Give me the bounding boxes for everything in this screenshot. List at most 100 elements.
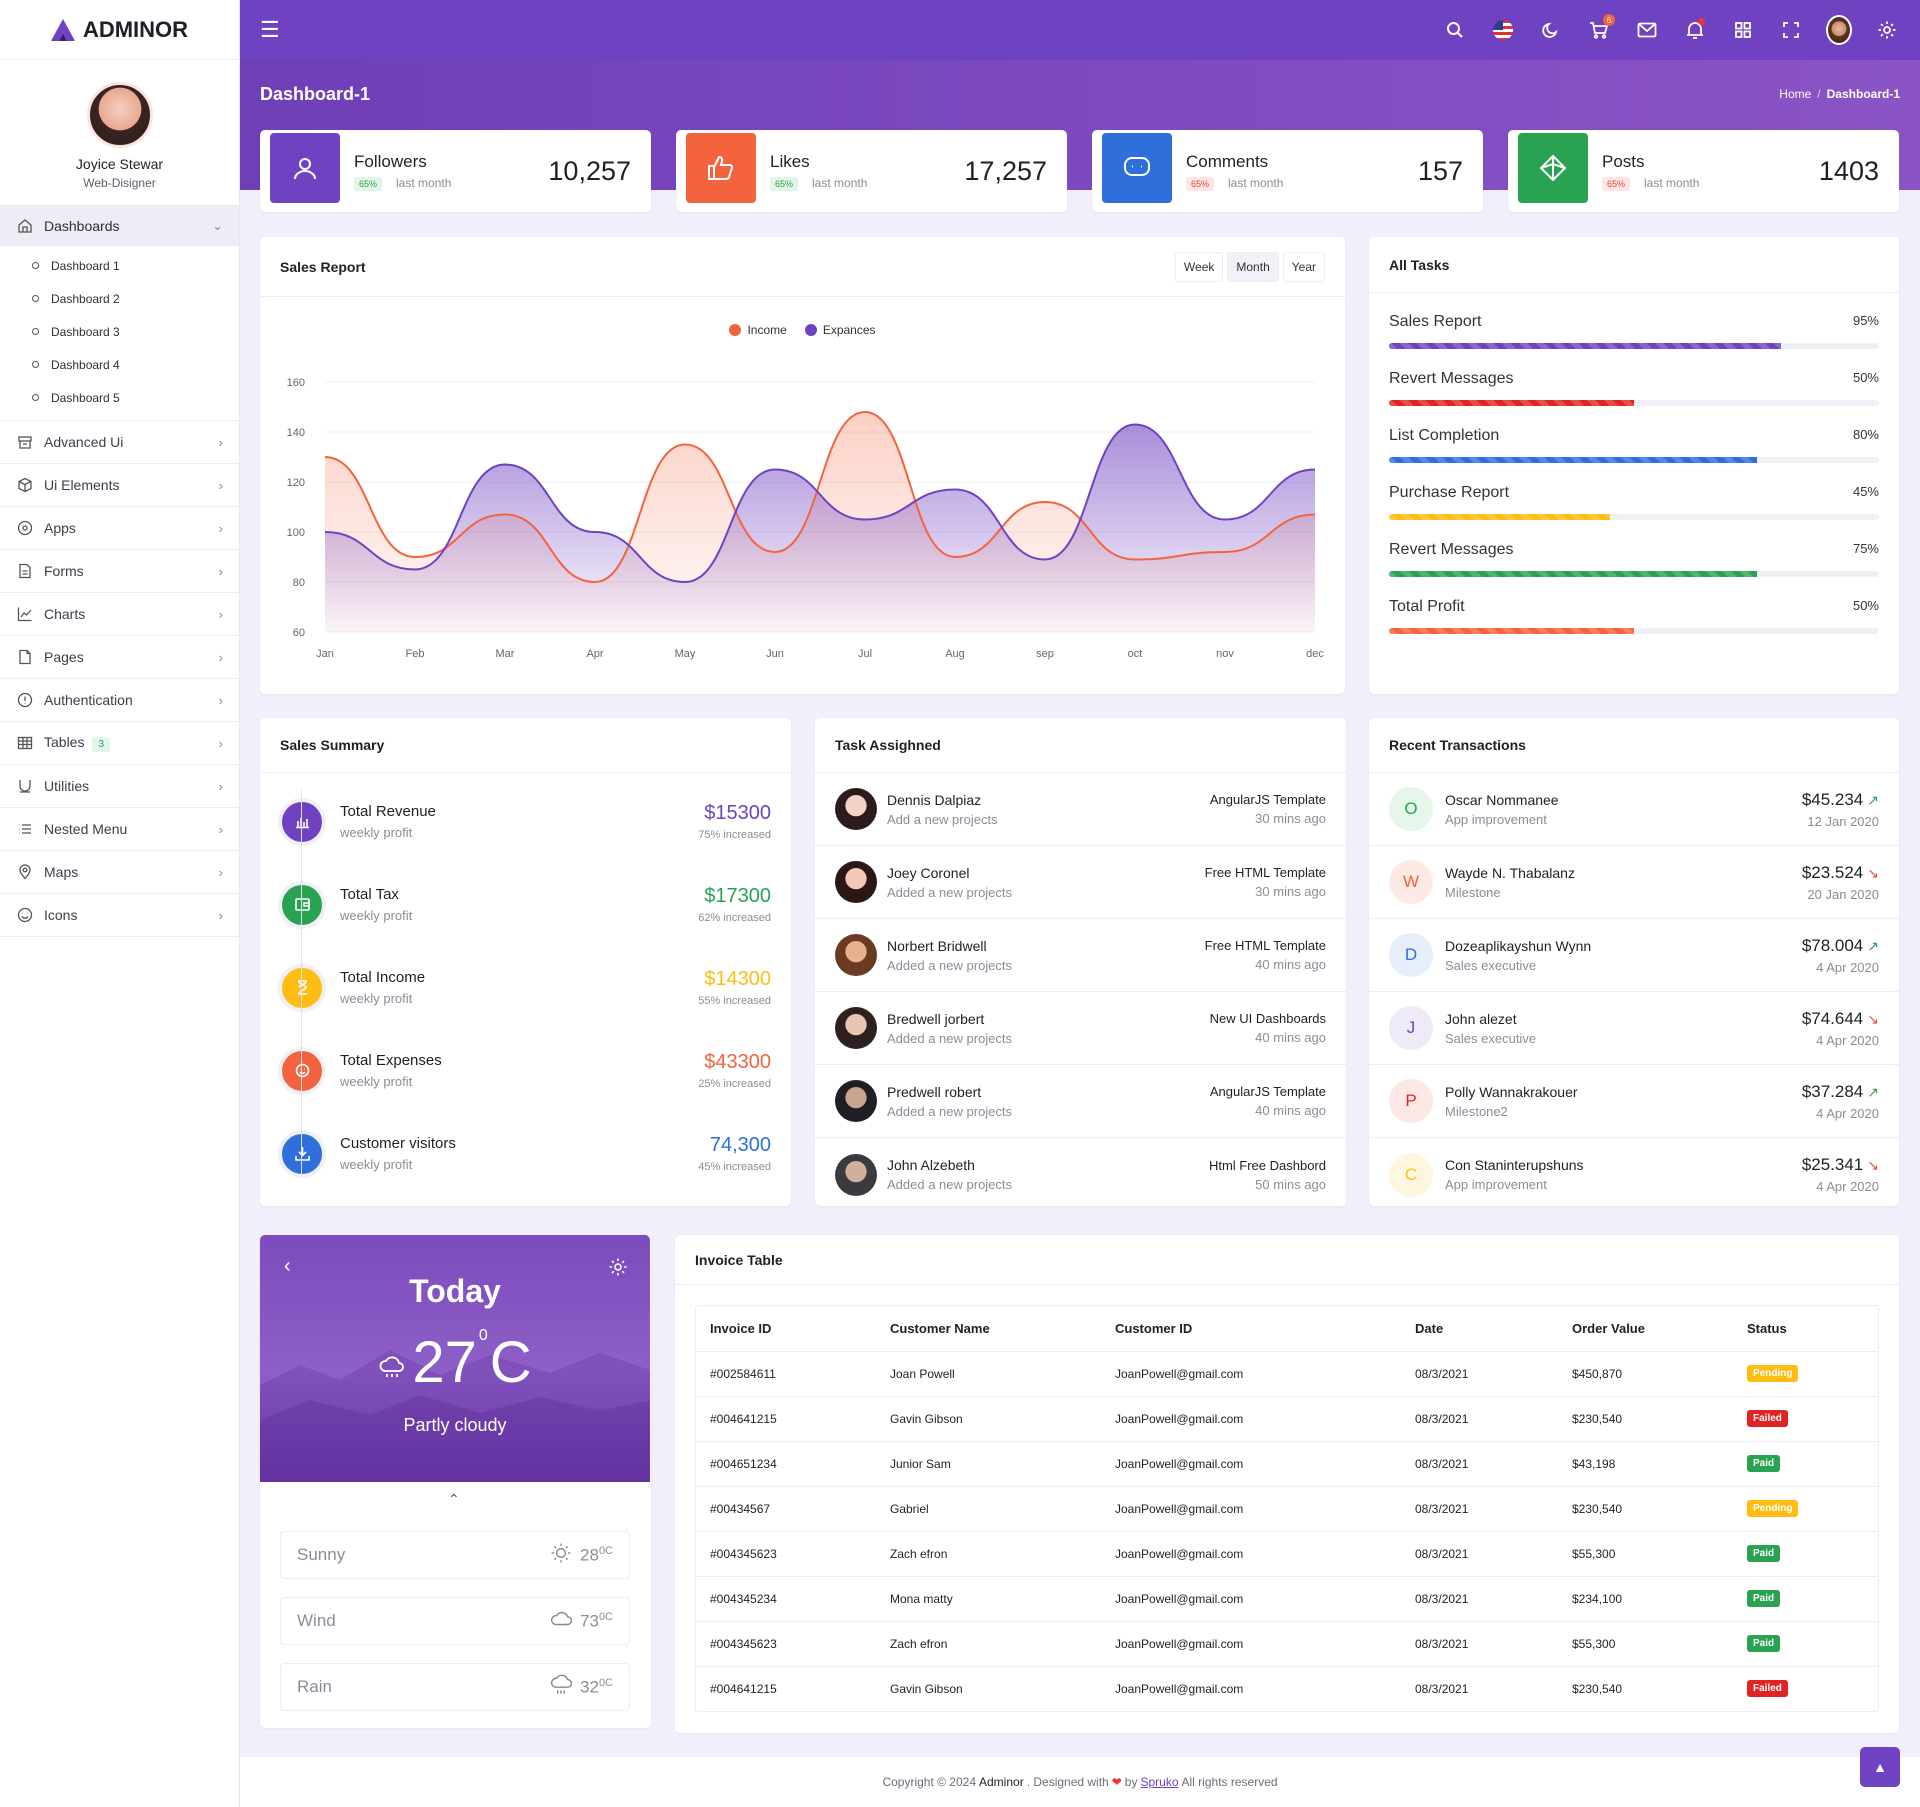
column-header[interactable]: Invoice ID xyxy=(696,1306,876,1352)
chevron-up-icon[interactable]: ⌃ xyxy=(448,1491,460,1507)
back-to-top-button[interactable]: ▲ xyxy=(1860,1747,1900,1787)
chevron-right-icon: › xyxy=(218,477,223,493)
rain-icon xyxy=(550,1674,573,1701)
transaction-item[interactable]: W Wayde N. Thabalanz Milestone $23.524 ↘ 20 J… xyxy=(1369,846,1899,919)
sidebar-item-ui-elements[interactable]: Ui Elements › xyxy=(0,464,239,507)
transaction-item[interactable]: D Dozeaplikayshun Wynn Sales executive $78.… xyxy=(1369,919,1899,992)
language-flag-icon[interactable] xyxy=(1490,17,1516,43)
summary-value: $14300 xyxy=(704,968,771,990)
sidebar-item-advanced-ui[interactable]: Advanced Ui › xyxy=(0,421,239,464)
bell-icon[interactable] xyxy=(1682,17,1708,43)
gear-icon[interactable] xyxy=(608,1257,628,1282)
transaction-date: 20 Jan 2020 xyxy=(1807,886,1879,902)
sidebar-subitem-dashboard-2[interactable]: Dashboard 2 xyxy=(0,282,239,315)
column-header[interactable]: Status xyxy=(1733,1306,1878,1352)
range-week-button[interactable]: Week xyxy=(1174,251,1224,282)
user-avatar[interactable] xyxy=(1826,15,1852,45)
table-row[interactable]: #002584611 Joan Powell JoanPowell@gmail.co… xyxy=(696,1351,1878,1397)
sidebar-item-authentication[interactable]: Authentication › xyxy=(0,679,239,722)
column-header[interactable]: Customer Name xyxy=(876,1306,1101,1352)
sidebar-subitem-dashboard-1[interactable]: Dashboard 1 xyxy=(0,249,239,282)
list-item[interactable]: Bredwell jorbert Added a new projects New … xyxy=(815,992,1346,1065)
transaction-item[interactable]: J John alezet Sales executive $74.644 ↘ 4 Apr… xyxy=(1369,992,1899,1065)
info-icon xyxy=(16,691,34,709)
table-row[interactable]: #004345234 Mona matty JoanPowell@gmail.com… xyxy=(696,1576,1878,1622)
table-row[interactable]: #004345623 Zach efron JoanPowell@gmail.com… xyxy=(696,1621,1878,1667)
x-tick-label: dec xyxy=(1306,648,1324,660)
legend-item[interactable]: Expances xyxy=(804,323,876,337)
sidebar-item-utilities[interactable]: Utilities › xyxy=(0,765,239,808)
mail-icon[interactable] xyxy=(1634,17,1660,43)
top-header: ☰ 6 xyxy=(240,0,1920,60)
sidebar-item-tables[interactable]: Tables 3 › xyxy=(0,722,239,765)
moon-icon[interactable] xyxy=(1538,17,1564,43)
list-item[interactable]: Predwell robert Added a new projects Angul… xyxy=(815,1065,1346,1138)
list-item[interactable]: John Alzebeth Added a new projects Html Fr… xyxy=(815,1138,1346,1211)
gear-icon[interactable] xyxy=(1874,17,1900,43)
menu-toggle-icon[interactable]: ☰ xyxy=(260,17,280,42)
transaction-item[interactable]: C Con Staninterupshuns App improvement $25.… xyxy=(1369,1138,1899,1211)
apps-grid-icon[interactable] xyxy=(1730,17,1756,43)
heart-icon: ❤ xyxy=(1111,1775,1122,1789)
sidebar-item-text: Nested Menu xyxy=(44,821,128,837)
table-row[interactable]: #004641215 Gavin Gibson JoanPowell@gmail.c… xyxy=(696,1396,1878,1442)
list-item[interactable]: Joey Coronel Added a new projects Free HTM… xyxy=(815,846,1346,919)
chevron-right-icon: › xyxy=(218,864,223,880)
sidebar-item-charts[interactable]: Charts › xyxy=(0,593,239,636)
brand-name: ADMINOR xyxy=(82,16,189,42)
card-title: Invoice Table xyxy=(695,1251,783,1268)
search-icon[interactable] xyxy=(1442,17,1468,43)
column-header[interactable]: Customer ID xyxy=(1101,1306,1401,1352)
column-header[interactable]: Order Value xyxy=(1558,1306,1733,1352)
weather-row-temp: 320C xyxy=(580,1677,613,1698)
sidebar-item-apps[interactable]: Apps › xyxy=(0,507,239,550)
table-row[interactable]: #004641215 Gavin Gibson JoanPowell@gmail.c… xyxy=(696,1666,1878,1711)
list-item[interactable]: Norbert Bridwell Added a new projects Free… xyxy=(815,919,1346,992)
sidebar-item-pages[interactable]: Pages › xyxy=(0,636,239,679)
sidebar-subitem-dashboard-5[interactable]: Dashboard 5 xyxy=(0,381,239,414)
breadcrumb-home[interactable]: Home xyxy=(1779,87,1812,101)
fullscreen-icon[interactable] xyxy=(1778,17,1804,43)
legend-item[interactable]: Income xyxy=(729,323,787,337)
table-row[interactable]: #004651234 Junior Sam JoanPowell@gmail.com… xyxy=(696,1441,1878,1487)
sidebar-item-text: Maps xyxy=(44,864,79,880)
task-percent: 45% xyxy=(1852,484,1879,499)
transaction-item[interactable]: O Oscar Nommanee App improvement $45.234 ↗ 12… xyxy=(1369,773,1899,846)
invoice-table: Invoice ID Customer Name Customer ID Date Or… xyxy=(696,1306,1878,1711)
sidebar-item-dashboards[interactable]: Dashboards ⌄ xyxy=(0,206,239,246)
transaction-amount-row: $25.341 ↘ xyxy=(1802,1155,1879,1175)
brand-logo[interactable]: ADMINOR xyxy=(0,0,239,60)
stat-percent-badge: 65% xyxy=(1602,176,1631,191)
footer-link[interactable]: Spruko xyxy=(1140,1775,1179,1789)
initial-avatar: J xyxy=(1389,1006,1433,1050)
chevron-right-icon: › xyxy=(218,735,223,751)
sidebar-item-forms[interactable]: Forms › xyxy=(0,550,239,593)
transaction-item[interactable]: P Polly Wannakrakouer Milestone2 $37.284 ↗ 4 … xyxy=(1369,1065,1899,1138)
range-year-button[interactable]: Year xyxy=(1282,251,1325,282)
transaction-body: Polly Wannakrakouer Milestone2 xyxy=(1445,1084,1802,1119)
table-row[interactable]: #004345623 Zach efron JoanPowell@gmail.com… xyxy=(696,1531,1878,1577)
comment-icon xyxy=(1102,133,1172,203)
transaction-desc: Sales executive xyxy=(1445,1030,1537,1046)
summary-value: $15300 xyxy=(704,802,771,824)
trend-down-icon: ↘ xyxy=(1867,1010,1879,1027)
task-row: Total Profit 50% xyxy=(1389,598,1879,616)
cart-icon[interactable]: 6 xyxy=(1586,14,1615,43)
chevron-left-icon[interactable]: ‹ xyxy=(284,1255,291,1277)
status-badge: Paid xyxy=(1747,1635,1781,1652)
avatar[interactable] xyxy=(86,82,153,148)
range-month-button[interactable]: Month xyxy=(1227,251,1279,282)
table-row[interactable]: #00434567 Gabriel JoanPowell@gmail.com 08/3… xyxy=(696,1486,1878,1532)
sidebar-item-text: Ui Elements xyxy=(44,477,120,493)
sidebar-item-maps[interactable]: Maps › xyxy=(0,851,239,894)
column-header[interactable]: Date xyxy=(1401,1306,1558,1352)
cell-date: 08/3/2021 xyxy=(1401,1621,1558,1667)
transaction-date: 12 Jan 2020 xyxy=(1807,813,1879,829)
stat-value: 1403 xyxy=(1818,155,1879,186)
list-item[interactable]: Dennis Dalpiaz Add a new projects AngularJ… xyxy=(815,773,1346,846)
sidebar-item-icons[interactable]: Icons › xyxy=(0,894,239,937)
sidebar-subitem-dashboard-4[interactable]: Dashboard 4 xyxy=(0,348,239,381)
chevron-right-icon: › xyxy=(218,563,223,579)
sidebar-item-nested-menu[interactable]: Nested Menu › xyxy=(0,808,239,851)
sidebar-subitem-dashboard-3[interactable]: Dashboard 3 xyxy=(0,315,239,348)
